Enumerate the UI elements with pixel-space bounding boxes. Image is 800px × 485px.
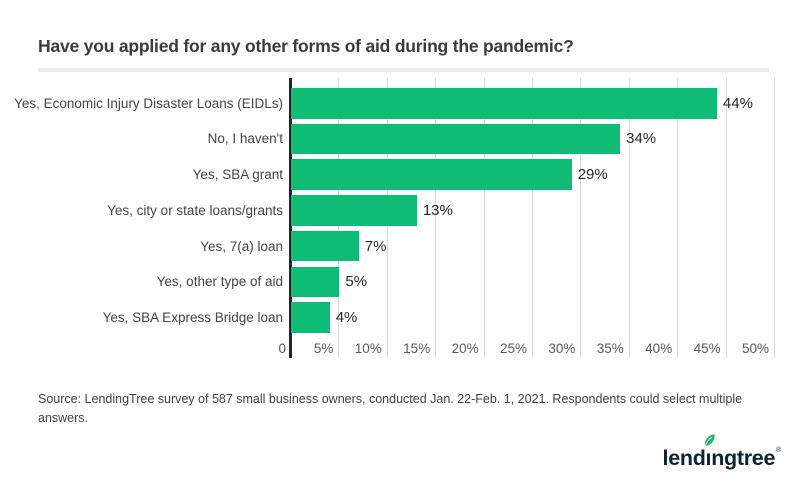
bar xyxy=(291,266,340,297)
gridline xyxy=(725,78,727,358)
value-label: 5% xyxy=(345,273,368,291)
title-divider xyxy=(38,68,769,72)
logo-leaf-letter: ı xyxy=(704,434,715,471)
x-tick-label: 0 xyxy=(278,341,286,356)
category-label: Yes, city or state loans/grants xyxy=(107,202,283,218)
y-axis-line xyxy=(288,78,292,358)
gridline xyxy=(435,78,437,358)
bar xyxy=(291,159,572,190)
x-tick-label: 35% xyxy=(596,341,624,356)
logo-leaf-i: ı xyxy=(705,446,712,470)
category-label: Yes, Economic Injury Disaster Loans (EID… xyxy=(14,95,283,111)
value-label: 44% xyxy=(722,94,753,112)
gridline xyxy=(532,78,533,358)
category-label: Yes, 7(a) loan xyxy=(200,238,283,254)
lendingtree-logo: lend ıngtree® xyxy=(662,434,781,471)
value-label: 29% xyxy=(577,166,608,184)
x-tick-label: 5% xyxy=(313,341,334,356)
gridline xyxy=(580,78,582,358)
bar xyxy=(291,195,417,226)
logo-text-before: lend xyxy=(662,446,706,470)
x-tick-label: 45% xyxy=(693,341,721,356)
x-tick-label: 15% xyxy=(403,341,431,356)
x-tick-label: 40% xyxy=(645,341,673,356)
value-label: 13% xyxy=(422,201,453,219)
x-tick-label: 30% xyxy=(548,341,576,356)
gridline xyxy=(677,78,679,358)
value-label: 7% xyxy=(364,237,387,255)
category-label: No, I haven't xyxy=(207,131,283,147)
source-note: Source: LendingTree survey of 587 small … xyxy=(38,392,743,425)
x-tick-label: 50% xyxy=(741,341,769,356)
logo-text-after: ngtree xyxy=(711,446,776,470)
bar xyxy=(291,88,717,119)
value-label: 4% xyxy=(335,308,358,326)
gridline xyxy=(774,78,775,358)
value-label: 34% xyxy=(626,130,657,148)
gridline xyxy=(483,78,485,358)
x-tick-label: 25% xyxy=(499,341,527,356)
gridline xyxy=(628,78,630,358)
bar xyxy=(291,302,330,333)
x-tick-label: 20% xyxy=(451,341,479,356)
bar xyxy=(291,123,621,155)
leaf-icon xyxy=(704,434,715,447)
registered-mark: ® xyxy=(776,447,781,454)
category-label: Yes, SBA Express Bridge loan xyxy=(102,309,283,325)
category-label: Yes, other type of aid xyxy=(156,274,283,290)
category-label: Yes, SBA grant xyxy=(192,167,283,183)
bar xyxy=(291,230,359,262)
chart-title: Have you applied for any other forms of … xyxy=(38,36,574,56)
x-tick-label: 10% xyxy=(354,341,382,356)
